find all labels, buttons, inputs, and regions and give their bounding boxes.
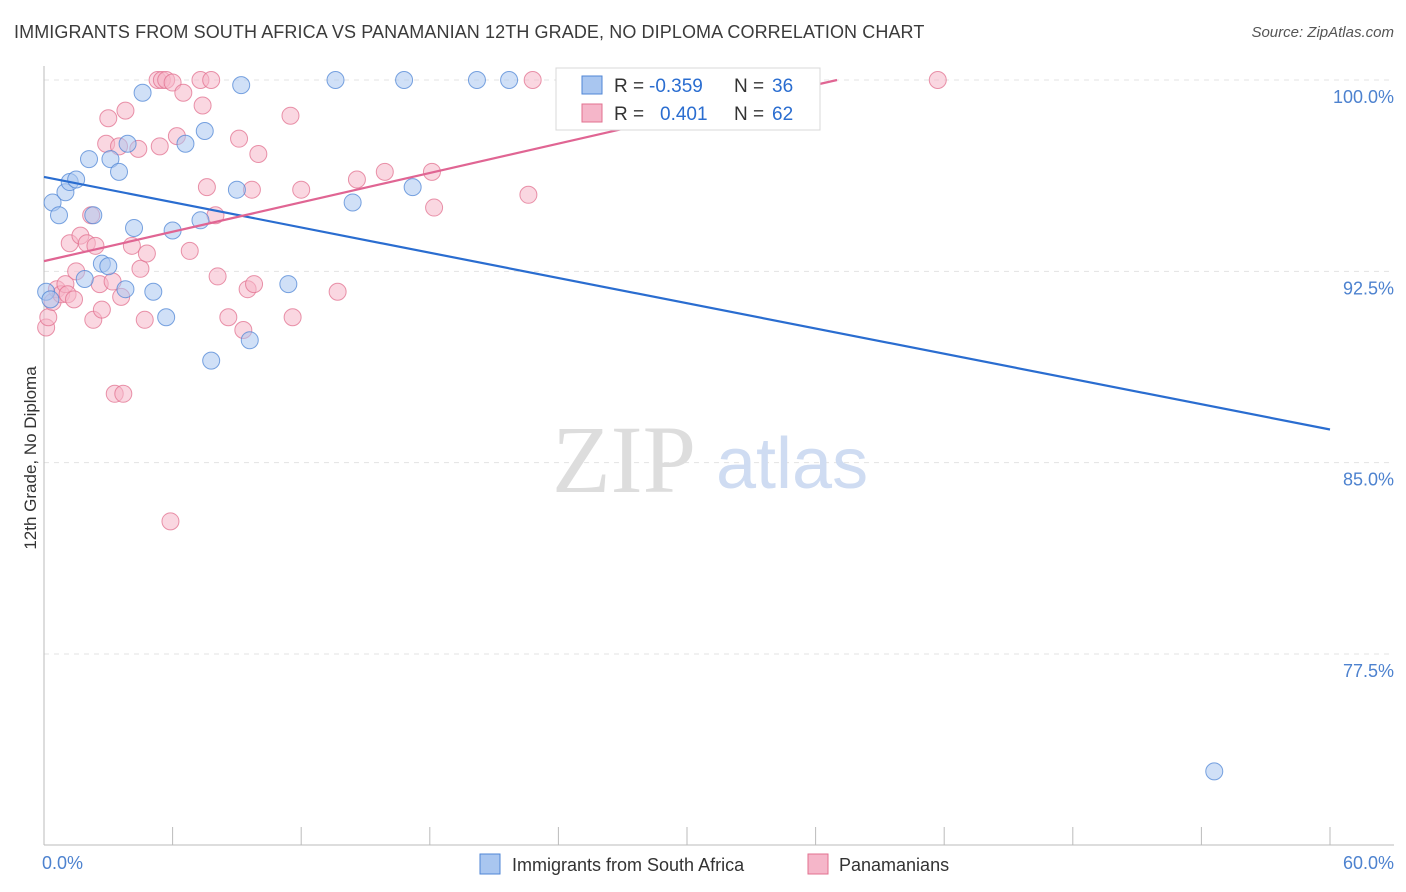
point-south-africa-26 [232, 76, 251, 95]
point-south-africa-21 [176, 134, 195, 153]
stats-blue-n-value: 36 [772, 76, 793, 97]
point-south-africa-24 [202, 351, 221, 370]
point-panamanians-56 [347, 170, 366, 189]
point-panamanians-62 [928, 71, 947, 89]
point-south-africa-17 [133, 83, 152, 102]
point-panamanians-23 [114, 384, 133, 403]
point-panamanians-60 [519, 185, 538, 204]
point-south-africa-25 [227, 180, 246, 199]
grid-lines [44, 79, 1394, 655]
stats-pink-r-label: R = [614, 104, 644, 125]
y-tick-label-2: 85.0% [1343, 470, 1394, 490]
point-south-africa-15 [118, 134, 137, 153]
stats-blue-r-value: -0.359 [649, 76, 703, 97]
stats-swatch-pink [581, 103, 603, 123]
point-panamanians-50 [245, 275, 264, 294]
stats-legend: R = -0.359 N = 36 R = 0.401 N = 62 [555, 67, 821, 131]
point-south-africa-8 [80, 150, 99, 169]
point-south-africa-11 [99, 257, 118, 276]
point-panamanians-61 [523, 71, 542, 89]
stats-blue-r-label: R = [614, 76, 644, 97]
legend-label-south-africa: Immigrants from South Africa [512, 855, 745, 875]
x-tick-labels: 0.0% 60.0% [42, 853, 1394, 873]
stats-pink-r-value: 0.401 [660, 104, 708, 125]
point-panamanians-18 [99, 109, 118, 128]
chart-title: IMMIGRANTS FROM SOUTH AFRICA VS PANAMANI… [14, 22, 925, 42]
point-panamanians-38 [180, 241, 199, 260]
point-south-africa-16 [125, 218, 144, 237]
source-credit: Source: ZipAtlas.com [1251, 24, 1394, 41]
point-panamanians-8 [65, 290, 84, 309]
bottom-legend: Immigrants from South Africa Panamanians [479, 853, 949, 875]
point-panamanians-37 [174, 83, 193, 102]
point-south-africa-7 [75, 269, 94, 288]
point-south-africa-32 [403, 178, 422, 197]
point-south-africa-14 [116, 280, 135, 299]
y-axis-label: 12th Grade, No Diploma [21, 366, 40, 550]
watermark: ZIP atlas [552, 406, 868, 513]
axes [43, 66, 1394, 846]
point-panamanians-40 [193, 96, 212, 115]
point-panamanians-51 [249, 144, 268, 163]
point-south-africa-19 [157, 308, 176, 327]
x-tick-label-1: 60.0% [1343, 853, 1394, 873]
series-south-africa [37, 71, 1224, 781]
point-south-africa-1 [41, 290, 60, 309]
y-tick-label-3: 77.5% [1343, 661, 1394, 681]
legend-swatch-south-africa [479, 853, 501, 875]
point-panamanians-28 [135, 310, 154, 329]
legend-label-panamanians: Panamanians [839, 855, 949, 875]
point-panamanians-52 [281, 106, 300, 125]
point-south-africa-29 [326, 71, 345, 89]
point-south-africa-12 [101, 150, 120, 169]
y-tick-label-0: 100.0% [1333, 87, 1394, 107]
point-south-africa-28 [279, 275, 298, 294]
point-south-africa-27 [240, 331, 259, 350]
point-south-africa-13 [110, 162, 129, 181]
point-panamanians-45 [219, 308, 238, 327]
point-panamanians-44 [208, 267, 227, 286]
x-tick-label-0: 0.0% [42, 853, 83, 873]
legend-swatch-panamanians [807, 853, 829, 875]
point-south-africa-31 [395, 71, 414, 89]
point-panamanians-54 [292, 180, 311, 199]
point-panamanians-42 [202, 71, 221, 89]
point-panamanians-55 [328, 282, 347, 301]
point-panamanians-31 [150, 137, 169, 156]
point-panamanians-1 [39, 308, 58, 327]
stats-blue-n-label: N = [734, 76, 764, 97]
point-panamanians-46 [230, 129, 249, 148]
stats-pink-n-value: 62 [772, 104, 793, 125]
point-south-africa-30 [343, 193, 362, 212]
point-panamanians-24 [116, 101, 135, 120]
point-panamanians-49 [242, 180, 261, 199]
point-panamanians-57 [375, 162, 394, 181]
point-panamanians-16 [92, 300, 111, 319]
point-south-africa-33 [467, 71, 486, 89]
point-panamanians-41 [197, 178, 216, 197]
y-tick-labels: 100.0% 92.5% 85.0% 77.5% [1333, 87, 1394, 681]
watermark-atlas: atlas [716, 424, 868, 504]
point-panamanians-34 [161, 512, 180, 531]
trend-line-south-africa [43, 175, 1331, 431]
point-panamanians-27 [131, 259, 150, 278]
watermark-zip: ZIP [552, 406, 696, 513]
stats-swatch-blue [581, 75, 603, 95]
point-south-africa-34 [500, 71, 519, 89]
point-south-africa-3 [50, 206, 69, 225]
point-panamanians-59 [425, 198, 444, 217]
point-panamanians-29 [137, 244, 156, 263]
point-south-africa-23 [195, 122, 214, 141]
point-south-africa-35 [1205, 762, 1224, 781]
point-panamanians-53 [283, 308, 302, 327]
point-south-africa-18 [144, 282, 163, 301]
point-south-africa-9 [84, 206, 103, 225]
y-tick-label-1: 92.5% [1343, 278, 1394, 298]
stats-pink-n-label: N = [734, 104, 764, 125]
